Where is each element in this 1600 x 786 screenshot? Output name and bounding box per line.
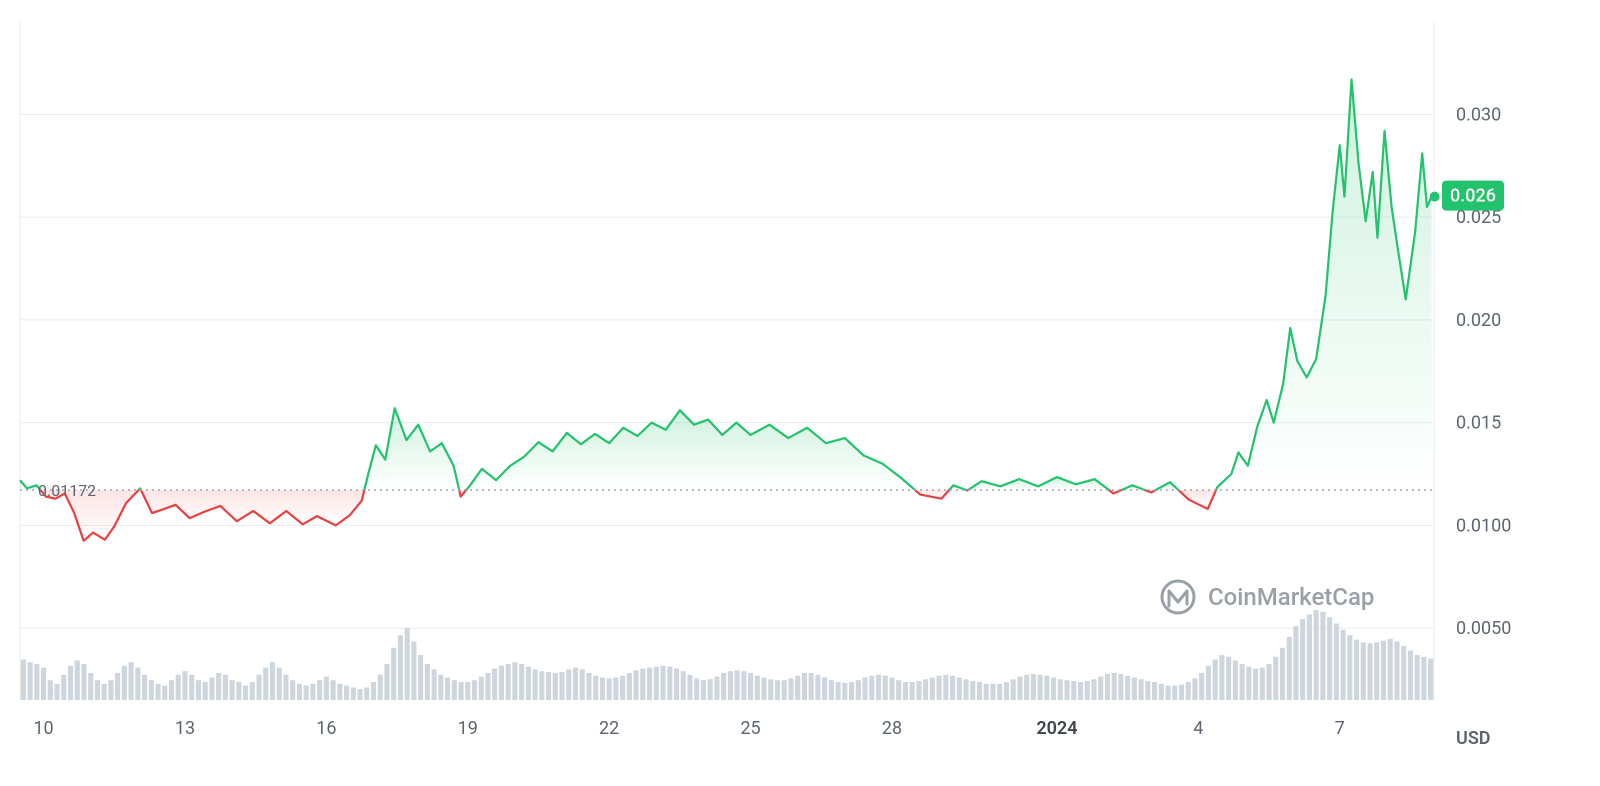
svg-text:22: 22 [599, 718, 619, 739]
svg-text:2024: 2024 [1036, 718, 1077, 739]
x-axis-labels: 10 13 16 19 22 25 28 2024 4 7 [33, 718, 1344, 739]
svg-text:25: 25 [740, 718, 760, 739]
svg-text:0.030: 0.030 [1456, 104, 1501, 125]
price-chart[interactable]: 0.01172 0.00500.01000.0150.0200.0250.030… [0, 0, 1600, 786]
currency-label: USD [1456, 728, 1491, 749]
svg-text:CoinMarketCap: CoinMarketCap [1208, 583, 1374, 611]
svg-text:16: 16 [316, 718, 336, 739]
svg-text:0.015: 0.015 [1456, 413, 1501, 434]
svg-text:0.026: 0.026 [1450, 186, 1496, 207]
svg-text:13: 13 [175, 718, 195, 739]
svg-text:0.0100: 0.0100 [1456, 515, 1511, 536]
watermark: CoinMarketCap [1162, 581, 1374, 613]
svg-text:4: 4 [1193, 718, 1203, 739]
current-price-tag: 0.026 [1442, 181, 1504, 211]
svg-text:10: 10 [33, 718, 53, 739]
svg-text:0.01172: 0.01172 [38, 481, 96, 500]
svg-text:28: 28 [882, 718, 902, 739]
chart-svg: 0.01172 0.00500.01000.0150.0200.0250.030… [0, 0, 1600, 786]
svg-text:0.0050: 0.0050 [1456, 618, 1511, 639]
price-fill [20, 80, 1432, 541]
volume-bars [21, 610, 1433, 700]
svg-text:0.020: 0.020 [1456, 310, 1501, 331]
svg-text:7: 7 [1335, 718, 1345, 739]
svg-text:19: 19 [458, 718, 478, 739]
